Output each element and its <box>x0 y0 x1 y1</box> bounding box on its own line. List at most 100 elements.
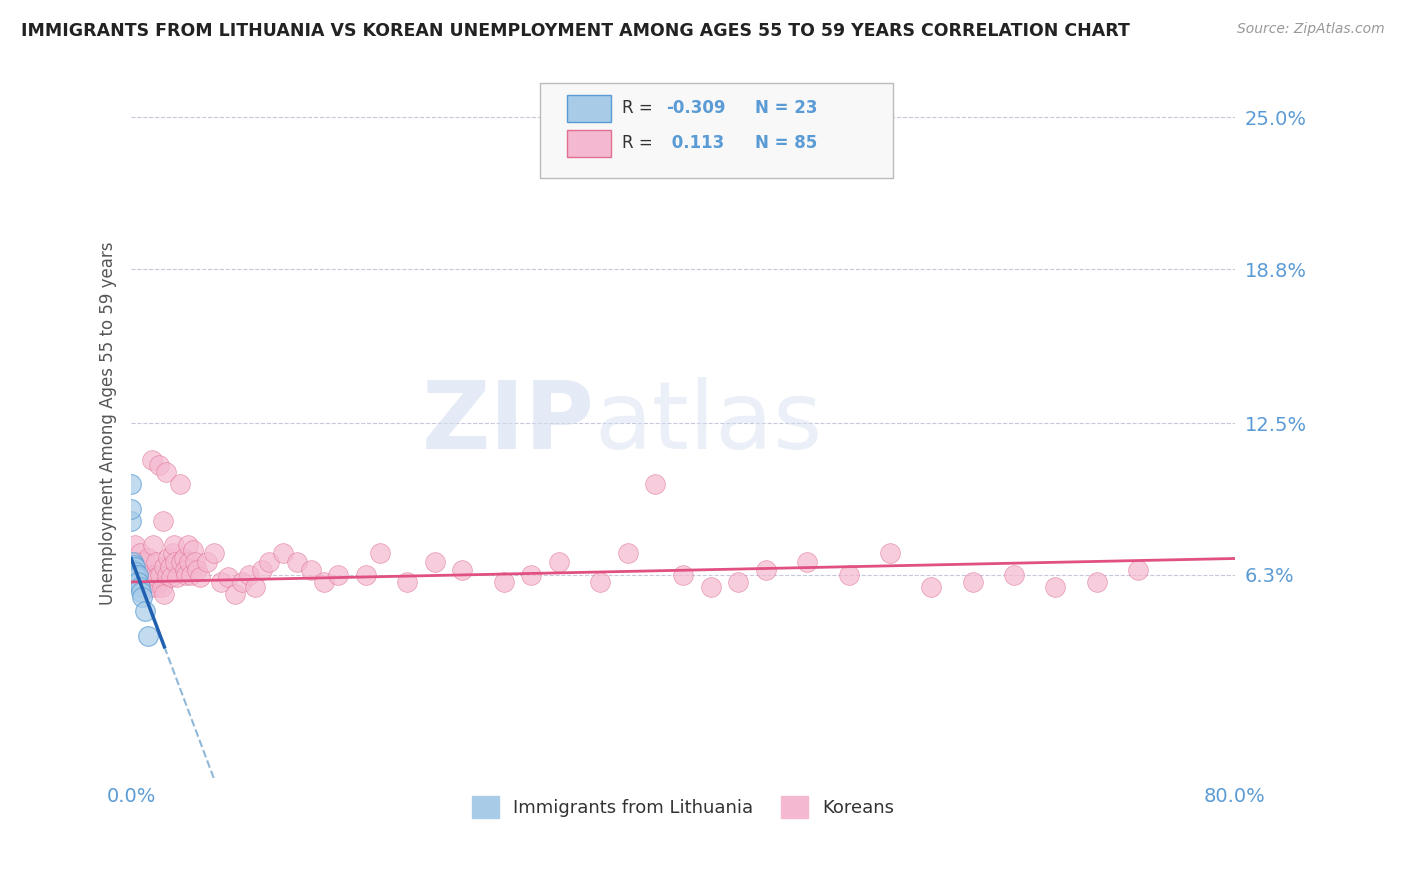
Point <box>962 574 984 589</box>
Point <box>252 563 274 577</box>
Point <box>589 574 612 589</box>
Point <box>124 565 146 579</box>
Point <box>1128 563 1150 577</box>
Point <box>1002 567 1025 582</box>
Text: ZIP: ZIP <box>422 377 595 469</box>
Point <box>148 458 170 472</box>
Point <box>159 560 181 574</box>
Point <box>142 574 165 589</box>
Point <box>727 574 749 589</box>
Point <box>136 550 159 565</box>
Text: 0.113: 0.113 <box>666 134 724 152</box>
Point <box>145 555 167 569</box>
Point <box>299 563 322 577</box>
Point <box>162 546 184 560</box>
Point <box>160 570 183 584</box>
Point <box>644 477 666 491</box>
Point <box>257 555 280 569</box>
Point <box>127 555 149 569</box>
Point <box>396 574 419 589</box>
Point <box>699 580 721 594</box>
Point <box>520 567 543 582</box>
Point <box>1045 580 1067 594</box>
Point <box>879 546 901 560</box>
Point <box>153 560 176 574</box>
Point <box>672 567 695 582</box>
Point <box>163 538 186 552</box>
Point <box>145 580 167 594</box>
Point <box>134 555 156 569</box>
Point <box>188 570 211 584</box>
Point <box>755 563 778 577</box>
Point <box>128 546 150 560</box>
Point <box>209 574 232 589</box>
Point <box>122 558 145 572</box>
Point <box>1085 574 1108 589</box>
Point <box>120 477 142 491</box>
Point <box>238 567 260 582</box>
Point <box>120 501 142 516</box>
Point <box>153 587 176 601</box>
Point <box>125 570 148 584</box>
Point <box>134 604 156 618</box>
Text: atlas: atlas <box>595 377 823 469</box>
Text: Source: ZipAtlas.com: Source: ZipAtlas.com <box>1237 22 1385 37</box>
Point <box>285 555 308 569</box>
Point <box>120 514 142 528</box>
Point <box>121 567 143 582</box>
Text: N = 23: N = 23 <box>755 98 817 117</box>
Point <box>492 574 515 589</box>
FancyBboxPatch shape <box>567 95 612 121</box>
Point <box>155 465 177 479</box>
Point <box>131 590 153 604</box>
Point <box>838 567 860 582</box>
Text: IMMIGRANTS FROM LITHUANIA VS KOREAN UNEMPLOYMENT AMONG AGES 55 TO 59 YEARS CORRE: IMMIGRANTS FROM LITHUANIA VS KOREAN UNEM… <box>21 22 1130 40</box>
Point <box>127 567 149 582</box>
Point <box>328 567 350 582</box>
Point <box>224 587 246 601</box>
Point <box>245 580 267 594</box>
Point <box>271 546 294 560</box>
Point <box>174 563 197 577</box>
Point <box>165 555 187 569</box>
Point <box>617 546 640 560</box>
Point <box>796 555 818 569</box>
Point <box>169 477 191 491</box>
Point <box>122 563 145 577</box>
Point <box>150 580 173 594</box>
Text: R =: R = <box>623 134 658 152</box>
Point <box>202 546 225 560</box>
Point <box>124 538 146 552</box>
Point <box>143 567 166 582</box>
Point <box>127 574 149 589</box>
Point <box>138 567 160 582</box>
Point <box>135 574 157 589</box>
Point <box>170 555 193 569</box>
Point <box>423 555 446 569</box>
Point <box>177 538 200 552</box>
Point <box>195 555 218 569</box>
Point <box>141 452 163 467</box>
Point <box>146 570 169 584</box>
Point <box>128 580 150 594</box>
Point <box>152 514 174 528</box>
Point <box>124 560 146 574</box>
Point <box>179 555 201 569</box>
Point <box>314 574 336 589</box>
Point <box>186 563 208 577</box>
Point <box>136 629 159 643</box>
Point <box>142 538 165 552</box>
Point <box>122 567 145 582</box>
Text: N = 85: N = 85 <box>755 134 817 152</box>
FancyBboxPatch shape <box>567 130 612 157</box>
Point <box>451 563 474 577</box>
Point <box>173 550 195 565</box>
Point <box>547 555 569 569</box>
Point <box>131 563 153 577</box>
Point <box>125 574 148 589</box>
Point <box>124 567 146 582</box>
Point <box>129 567 152 582</box>
Point <box>121 560 143 574</box>
Point <box>156 567 179 582</box>
Point <box>129 584 152 599</box>
